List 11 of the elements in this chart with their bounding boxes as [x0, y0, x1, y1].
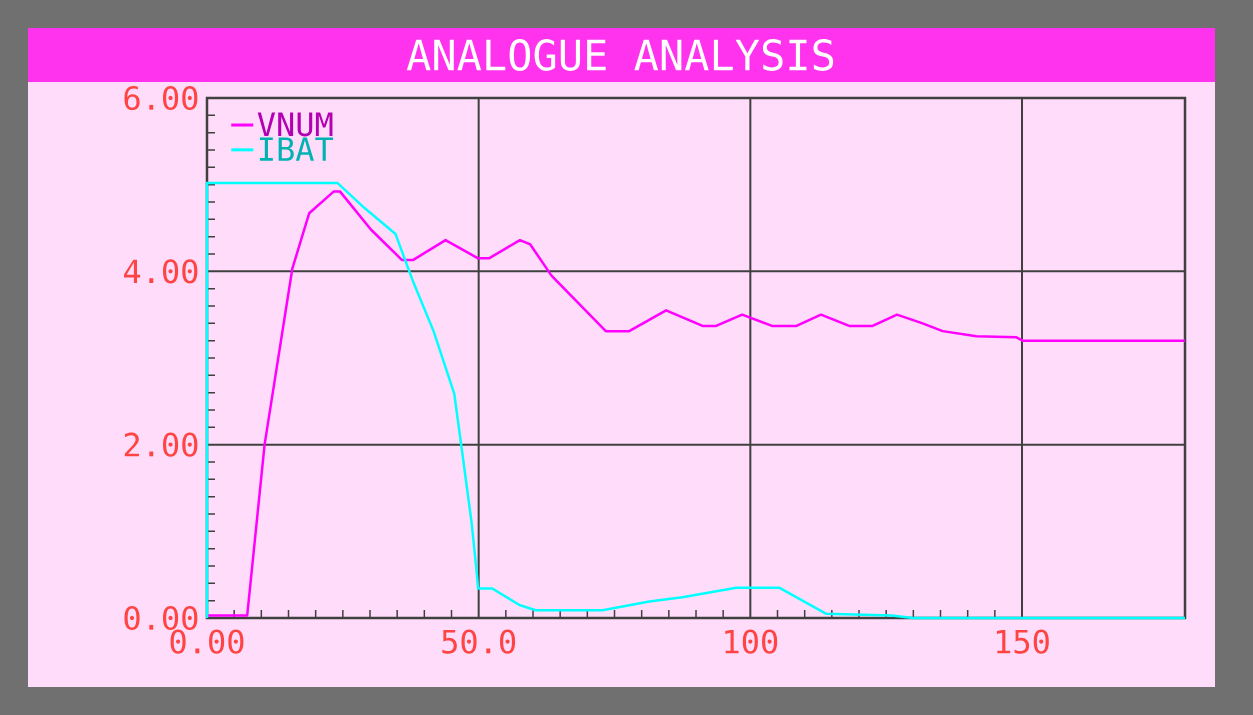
- legend-label: IBAT: [259, 137, 334, 161]
- x-tick-label: 150: [996, 629, 1049, 654]
- x-tick-label: 50.0: [442, 629, 516, 654]
- x-tick-label: 0.00: [170, 629, 244, 654]
- x-tick-label: 100: [725, 629, 778, 654]
- chart-title: ANALOGUE ANALYSIS: [406, 39, 834, 71]
- y-tick-label: 4.00: [124, 259, 198, 284]
- y-tick-label: 6.00: [124, 85, 198, 111]
- y-tick-label: 2.00: [124, 432, 198, 457]
- legend-label: VNUM: [257, 112, 333, 137]
- y-tick-label: 0.00: [124, 605, 198, 631]
